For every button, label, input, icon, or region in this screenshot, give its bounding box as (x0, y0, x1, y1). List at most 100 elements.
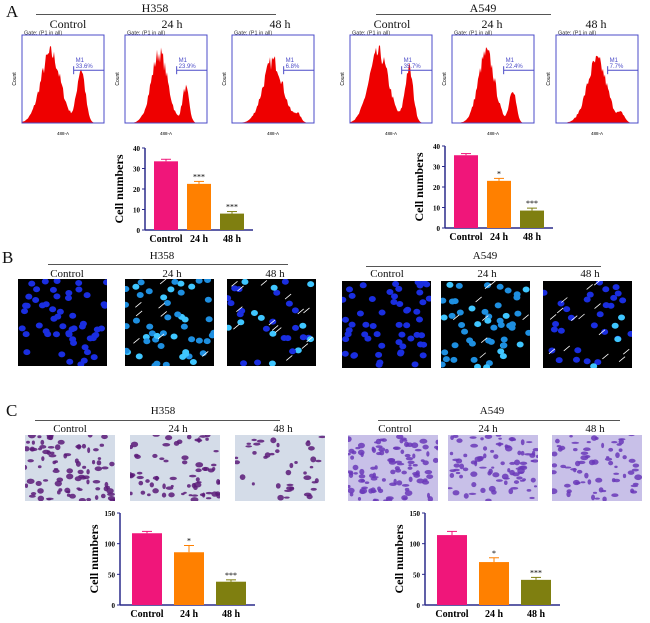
cell-nucleus (80, 357, 88, 364)
stained-cell (535, 454, 538, 459)
stained-cell (27, 459, 34, 463)
stained-cell (575, 460, 581, 467)
stained-cell (456, 438, 463, 443)
stained-cell (480, 437, 484, 441)
stained-cell (315, 459, 322, 463)
condition-label: 48 h (269, 17, 291, 31)
stained-cell (91, 459, 96, 465)
x-axis-label: 488-A (267, 131, 279, 136)
stained-cell (592, 491, 598, 494)
marker-percent: 7.7% (610, 64, 624, 70)
group-title-h358: H358 (149, 250, 175, 262)
stained-cell (408, 476, 413, 483)
cell-nucleus (500, 336, 508, 343)
stained-cell (394, 460, 403, 464)
stained-cell (552, 463, 558, 468)
cell-nucleus (257, 314, 265, 321)
stained-cell (564, 466, 572, 469)
stained-cell (485, 498, 492, 501)
stained-cell (138, 480, 144, 486)
stained-cell (480, 487, 486, 493)
cell-nucleus (397, 349, 405, 356)
stained-cell (235, 456, 239, 460)
y-axis-label: Count (340, 72, 346, 86)
stained-cell (348, 484, 351, 489)
cell-nucleus (145, 288, 153, 295)
cell-nucleus (53, 293, 61, 300)
arrow-icon (479, 352, 487, 359)
stained-cell (522, 478, 526, 481)
cell-nucleus (458, 321, 466, 328)
marker-label: M1 (286, 58, 295, 64)
stained-cell (136, 471, 143, 475)
stained-cell (552, 488, 558, 495)
cell-nucleus (177, 280, 185, 287)
stained-cell (52, 460, 57, 465)
cell-nucleus (125, 301, 130, 308)
cell-nucleus (386, 288, 394, 295)
cell-nucleus (70, 325, 78, 332)
stained-cell (170, 484, 174, 488)
cell-nucleus (572, 356, 580, 363)
cell-nucleus (125, 347, 130, 354)
y-tick-label: 0 (437, 225, 441, 233)
cell-nucleus (210, 329, 214, 336)
histogram-area (125, 47, 207, 123)
cell-nucleus (448, 312, 456, 319)
cell-nucleus (273, 289, 281, 296)
y-tick-label: 0 (417, 602, 421, 610)
stained-cell (181, 460, 188, 465)
cell-nucleus (250, 309, 258, 316)
cell-nucleus (75, 286, 83, 293)
stained-cell (196, 481, 202, 484)
stained-cell (557, 447, 563, 452)
stained-cell (587, 479, 592, 485)
stained-cell (163, 459, 169, 463)
stained-cell (252, 451, 257, 455)
cell-nucleus (83, 349, 91, 356)
group-title-a549: A549 (469, 1, 497, 15)
stained-cell (373, 498, 379, 501)
cell-nucleus (160, 294, 168, 301)
stained-cell (459, 463, 465, 470)
gate-label: Gate: (P1 in all) (234, 31, 272, 37)
condition-label: Control (378, 423, 412, 435)
cell-nucleus (456, 309, 464, 316)
bar-48h (216, 581, 246, 605)
plot-frame (21, 34, 105, 124)
arrow-icon (622, 348, 630, 355)
condition-label: 48 h (580, 268, 600, 280)
y-tick-label: 20 (433, 184, 441, 192)
cell-nucleus (204, 279, 212, 283)
arrow-icon (586, 284, 593, 290)
marker-label: M1 (404, 58, 413, 64)
panel-label-a: A (6, 2, 19, 21)
stained-cell (405, 456, 414, 461)
stained-cell (92, 479, 101, 484)
cell-nucleus (137, 279, 145, 286)
cell-nucleus (583, 296, 591, 303)
y-tick-label: 10 (133, 207, 141, 215)
x-tick-label: 24 h (190, 234, 209, 245)
y-axis-label: Count (546, 72, 552, 86)
y-axis-label: Count (115, 72, 121, 86)
cell-nucleus (446, 281, 454, 288)
cell-nucleus (450, 356, 458, 363)
stained-cell (96, 460, 102, 466)
bar-control (154, 161, 178, 230)
stained-cell (95, 487, 101, 491)
stained-cell (94, 495, 99, 501)
cell-nucleus (342, 316, 349, 323)
stained-cell (463, 493, 469, 499)
y-tick-label: 30 (133, 166, 141, 174)
stained-cell (508, 488, 514, 495)
stained-cell (449, 473, 455, 478)
cell-nucleus (307, 281, 315, 288)
stained-cell (310, 456, 317, 463)
cell-nucleus (508, 324, 516, 331)
stained-cell (404, 487, 410, 492)
cell-nucleus (167, 286, 175, 293)
stained-cell (37, 488, 44, 494)
stained-cell (357, 442, 365, 449)
